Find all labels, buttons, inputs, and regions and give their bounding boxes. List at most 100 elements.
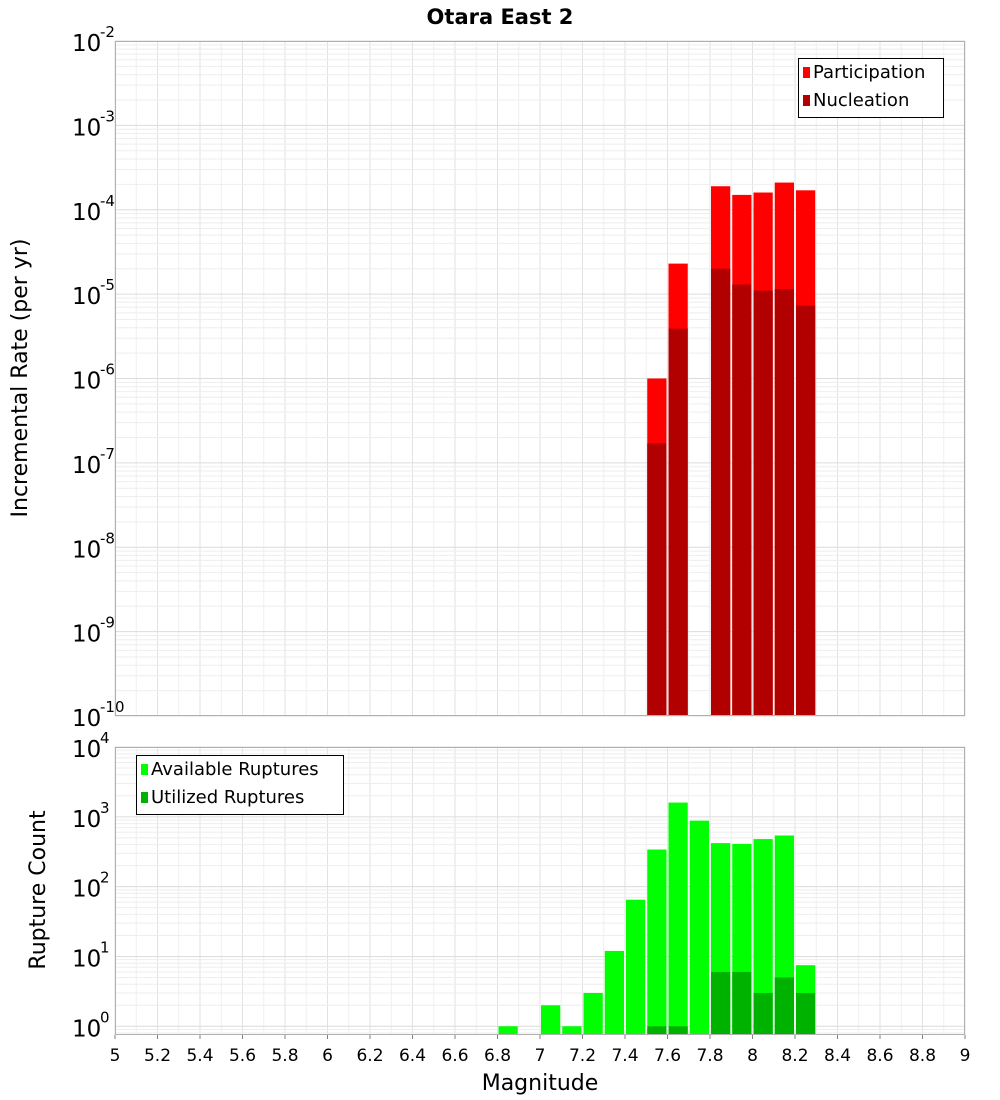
count-bars	[498, 802, 816, 1035]
rate-bar-nucleation	[668, 328, 688, 716]
x-tick-label: 5.2	[144, 1046, 171, 1066]
rate-bar-nucleation	[647, 443, 667, 716]
rate-legend-label: Nucleation	[813, 90, 909, 111]
x-tick-label: 6.6	[441, 1046, 468, 1066]
x-tick-label: 5	[110, 1046, 121, 1066]
bottom-y-axis-label: Rupture Count	[26, 810, 51, 970]
rate-y-tick-exponent: -5	[100, 276, 115, 294]
count-legend-swatch	[141, 792, 148, 803]
count-bar-available-ruptures	[668, 802, 688, 1035]
x-tick-label: 7.8	[696, 1046, 723, 1066]
rate-y-tick-exponent: -8	[100, 529, 115, 547]
rate-y-tick-label: 10	[72, 622, 101, 648]
x-tick-label: 8.6	[866, 1046, 893, 1066]
rate-legend-swatch	[803, 67, 810, 78]
rate-legend: Participation Nucleation	[798, 58, 944, 118]
count-legend-swatch	[141, 764, 148, 775]
rate-y-tick-exponent: -3	[100, 107, 115, 125]
rate-plot-frame	[115, 41, 965, 716]
count-bar-available-ruptures	[626, 899, 646, 1035]
rate-bars	[647, 182, 816, 717]
x-tick-label: 8	[747, 1046, 758, 1066]
count-y-tick-exponent: 4	[100, 729, 110, 747]
count-bar-available-ruptures	[498, 1026, 518, 1035]
count-y-tick-label: 10	[72, 877, 101, 903]
rate-y-tick-exponent: -4	[100, 192, 115, 210]
count-y-tick-exponent: 0	[100, 1008, 110, 1026]
chart-title: Otara East 2	[427, 5, 574, 29]
count-y-gridlines	[115, 746, 965, 1034]
x-tick-label: 7.6	[654, 1046, 681, 1066]
rate-y-tick-label: 10	[72, 284, 101, 310]
rate-y-tick-label: 10	[72, 453, 101, 479]
x-tick-label: 7.2	[569, 1046, 596, 1066]
x-tick-label: 6.8	[484, 1046, 511, 1066]
rate-y-tick-label: 10	[72, 537, 101, 563]
count-legend-label: Utilized Ruptures	[151, 787, 304, 808]
x-tick-label: 8.4	[824, 1046, 851, 1066]
count-bar-available-ruptures	[583, 992, 603, 1035]
rate-y-tick-label: 10	[72, 369, 101, 395]
rate-y-tick-exponent: -9	[100, 614, 115, 632]
top-y-axis-label: Incremental Rate (per yr)	[8, 239, 33, 518]
x-tick-label: 7	[535, 1046, 546, 1066]
x-axis-label: Magnitude	[482, 1071, 599, 1096]
count-bar-utilized-ruptures	[711, 971, 731, 1035]
rate-bar-nucleation	[796, 305, 816, 716]
rate-bar-nucleation	[732, 284, 752, 716]
rate-legend-box	[798, 58, 944, 118]
count-y-tick-label: 10	[72, 946, 101, 972]
x-tick-label: 6	[322, 1046, 333, 1066]
rate-bar-nucleation	[774, 289, 794, 716]
rate-bar-nucleation	[753, 290, 773, 716]
rate-y-tick-label: 10	[72, 200, 101, 226]
x-tick-label: 5.6	[229, 1046, 256, 1066]
x-tick-label: 5.4	[186, 1046, 213, 1066]
rate-y-tick-label: 10	[72, 31, 101, 57]
count-bar-utilized-ruptures	[774, 977, 794, 1035]
count-y-tick-label: 10	[72, 1016, 101, 1042]
incremental-rate-panel: 10-1010-910-810-710-610-510-410-310-2Par…	[72, 23, 966, 732]
count-bar-available-ruptures	[562, 1026, 582, 1035]
count-bar-available-ruptures	[604, 950, 624, 1035]
x-tick-label: 9	[960, 1046, 971, 1066]
x-tick-label: 6.4	[399, 1046, 426, 1066]
count-legend: Available Ruptures Utilized Ruptures	[136, 755, 344, 815]
count-bar-utilized-ruptures	[796, 992, 816, 1035]
x-tick-label: 6.2	[356, 1046, 383, 1066]
x-tick-label: 8.2	[781, 1046, 808, 1066]
count-legend-box	[136, 755, 344, 815]
count-y-tick-label: 10	[72, 807, 101, 833]
rate-y-tick-exponent: -2	[100, 23, 115, 41]
count-bar-utilized-ruptures	[732, 971, 752, 1035]
count-legend-label: Available Ruptures	[151, 759, 319, 780]
count-y-tick-exponent: 3	[100, 799, 110, 817]
count-bar-available-ruptures	[541, 1005, 561, 1035]
count-y-tick-label: 10	[72, 737, 101, 763]
rate-y-tick-label: 10	[72, 115, 101, 141]
rate-y-tick-exponent: -10	[100, 698, 125, 716]
count-bar-utilized-ruptures	[753, 992, 773, 1035]
rate-bar-nucleation	[711, 268, 731, 716]
rate-legend-swatch	[803, 95, 810, 106]
x-tick-label: 8.8	[909, 1046, 936, 1066]
x-tick-label: 5.8	[271, 1046, 298, 1066]
rate-legend-label: Participation	[813, 62, 925, 83]
rate-y-tick-label: 10	[72, 706, 101, 732]
count-bar-available-ruptures	[753, 839, 773, 1035]
x-tick-labels: 5 5.2 5.4 5.6 5.8 6 6.2 6.4 6.6 6.8 7 7.2 7.4 7.6 7.8 8…	[110, 1035, 971, 1066]
x-tick-label: 7.4	[611, 1046, 638, 1066]
count-y-tick-exponent: 2	[100, 869, 110, 887]
count-bar-available-ruptures	[647, 849, 667, 1035]
count-x-gridlines	[114, 747, 966, 1035]
count-bar-utilized-ruptures	[647, 1026, 667, 1035]
rate-y-tick-exponent: -7	[100, 445, 115, 463]
count-plot-frame	[115, 747, 965, 1035]
count-y-tick-exponent: 1	[100, 938, 110, 956]
count-bar-available-ruptures	[689, 820, 709, 1035]
rate-y-tick-exponent: -6	[100, 361, 115, 379]
